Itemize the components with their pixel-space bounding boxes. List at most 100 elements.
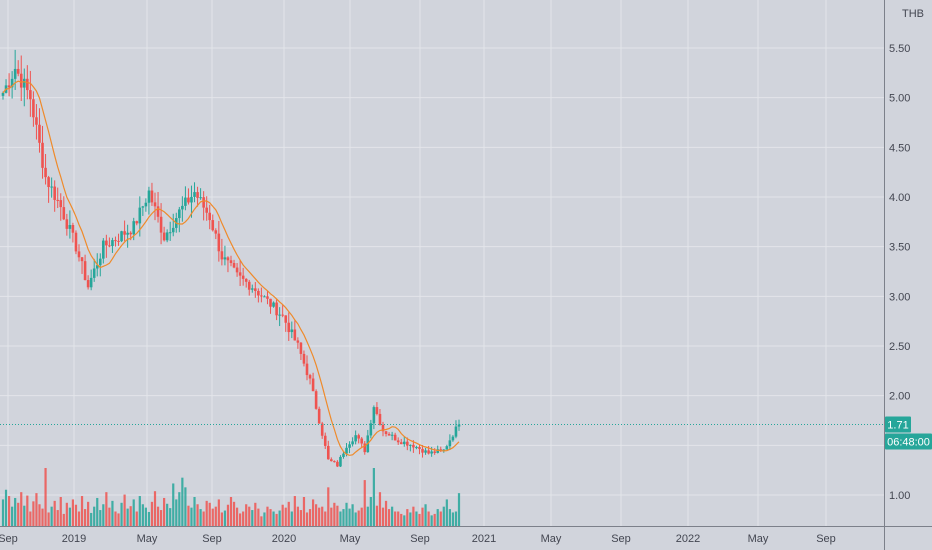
volume-bar [251, 510, 254, 526]
volume-bar [345, 502, 348, 526]
x-tick-label: May [340, 533, 361, 545]
volume-bar [381, 507, 385, 526]
volume-bar [418, 513, 421, 526]
volume-bar [284, 507, 287, 526]
volume-bar [248, 506, 251, 526]
candle-body [320, 423, 324, 436]
candle-body [126, 232, 129, 235]
volume-bar [281, 504, 284, 526]
candle-body [220, 251, 224, 260]
volume-bar [375, 505, 379, 526]
candle-body [223, 257, 227, 260]
candle-body [162, 232, 166, 241]
volume-bar [172, 483, 175, 526]
candle-body [178, 209, 181, 219]
volume-bar [26, 495, 29, 526]
volume-bar [327, 487, 330, 526]
volume-bar [41, 508, 44, 526]
candle-body [111, 240, 114, 247]
candle-body [308, 375, 312, 379]
volume-bar [397, 511, 400, 526]
candle-body [284, 315, 288, 323]
candle-body [74, 232, 78, 252]
candle-body [29, 90, 32, 100]
volume-bar [229, 497, 233, 526]
volume-bar [442, 506, 445, 526]
currency-label: THB [902, 8, 924, 20]
candle-body [202, 197, 205, 208]
last-price-tag: 1.71 [885, 416, 911, 433]
volume-bar [366, 506, 369, 526]
volume-bar [351, 504, 354, 526]
volume-bar [239, 513, 242, 526]
candle-body [32, 99, 35, 118]
volume-bar [144, 507, 147, 526]
candle-body [427, 450, 430, 454]
candle-body [290, 329, 294, 333]
volume-bar [178, 492, 181, 526]
candle-body [138, 207, 142, 224]
volume-bars [1, 468, 461, 526]
volume-bar [315, 504, 318, 526]
candle-body [418, 447, 421, 449]
candle-body [342, 453, 345, 457]
candle-body [278, 314, 281, 316]
volume-bar [339, 511, 342, 526]
x-tick-label: 2022 [676, 533, 700, 545]
candle-body [92, 268, 96, 278]
volume-bar [102, 504, 105, 526]
candle-body [281, 314, 284, 316]
volume-bar [357, 510, 360, 526]
candle-body [275, 302, 278, 316]
volume-bar [299, 510, 303, 526]
volume-bar [451, 512, 455, 526]
candle-body [396, 440, 400, 443]
candle-body [80, 257, 84, 262]
candle-body [339, 456, 342, 467]
volume-bar [132, 499, 135, 526]
volume-bar [50, 506, 53, 526]
volume-bar [406, 509, 409, 526]
candle-body [235, 267, 239, 273]
candle-body [208, 212, 212, 221]
volume-bar [35, 493, 38, 526]
candle-body [7, 85, 11, 88]
volume-bar [153, 491, 157, 526]
volume-bar [199, 509, 202, 526]
volume-bar [56, 510, 59, 526]
x-tick-label: Sep [0, 533, 18, 545]
volume-bar [193, 497, 196, 526]
candle-body [83, 261, 87, 281]
x-tick-label: May [137, 533, 158, 545]
volume-bar [205, 500, 208, 526]
volume-bar [166, 503, 169, 526]
candle-body [260, 295, 263, 297]
volume-bar [387, 509, 391, 526]
candle-body [323, 435, 327, 446]
y-tick-label: 2.50 [889, 341, 910, 353]
volume-bar [123, 494, 126, 526]
candle-body [378, 413, 382, 425]
volume-bar [83, 509, 87, 526]
y-tick-label: 3.00 [889, 291, 910, 303]
candle-body [363, 443, 367, 453]
y-tick-label: 1.00 [889, 490, 910, 502]
volume-bar [254, 502, 257, 526]
candle-body [86, 280, 90, 288]
candle-body [59, 200, 63, 208]
candle-body [168, 232, 172, 234]
candle-body [317, 408, 321, 424]
volume-bar [278, 510, 281, 526]
volume-bar [369, 497, 372, 526]
volume-bar [135, 511, 138, 526]
candle-body [415, 447, 418, 449]
candle-body [153, 202, 157, 207]
volume-bar [235, 507, 239, 526]
candle-body [372, 407, 376, 424]
candle-body [430, 451, 433, 454]
candle-body [311, 378, 315, 392]
candle-body [123, 231, 126, 235]
candle-body [399, 442, 403, 445]
